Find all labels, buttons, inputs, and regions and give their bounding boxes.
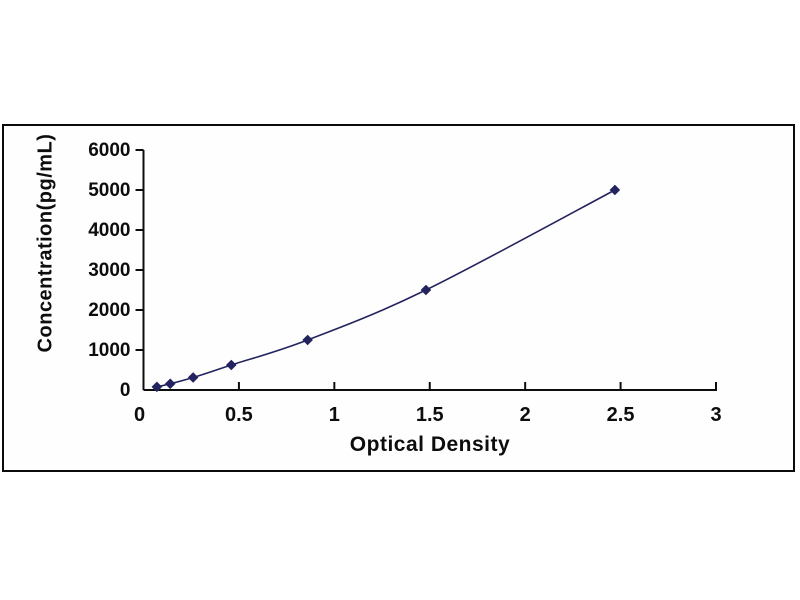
y-tick-label: 6000: [88, 140, 130, 161]
x-axis-title: Optical Density: [349, 433, 511, 456]
x-tick-label: 2: [520, 404, 531, 426]
x-tick-label: 2.5: [607, 404, 635, 426]
x-tick-label: 3: [710, 404, 721, 426]
y-origin-label: 0: [120, 380, 131, 401]
y-tick-label: 2000: [88, 300, 130, 321]
y-tick-label: 3000: [88, 260, 130, 281]
x-origin-label: 0: [134, 404, 145, 426]
x-tick-label: 1.5: [416, 404, 444, 426]
data-point-marker: [164, 378, 176, 390]
data-point-marker: [420, 284, 432, 296]
y-tick-label: 4000: [88, 220, 130, 241]
x-tick-label: 0.5: [225, 404, 253, 426]
data-point-marker: [151, 381, 163, 393]
plot-frame: [2, 124, 795, 472]
y-tick-label: 1000: [88, 340, 130, 361]
data-point-marker: [302, 334, 313, 346]
data-point-marker: [609, 184, 621, 196]
data-point-marker: [225, 359, 237, 371]
y-tick-label: 5000: [88, 180, 130, 201]
series-line: [156, 189, 616, 388]
x-tick-label: 1: [329, 404, 340, 426]
data-point-marker: [187, 372, 199, 383]
y-axis-title: Concentration(pg/mL): [34, 133, 57, 353]
